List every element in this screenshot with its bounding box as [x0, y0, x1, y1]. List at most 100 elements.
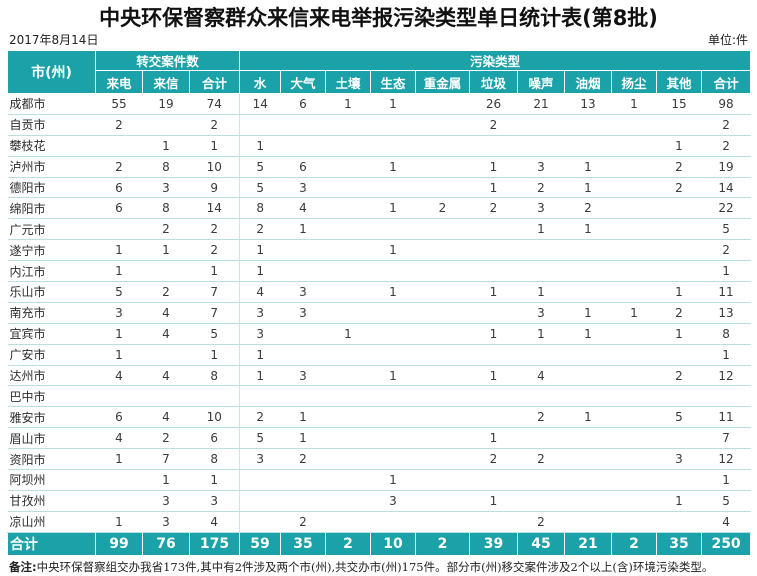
cell-garbage: 26	[469, 93, 518, 115]
cell-other: 2	[656, 302, 702, 324]
cell-other	[656, 344, 702, 366]
cell-letters: 4	[142, 323, 190, 345]
cell-pollution-total: 2	[701, 239, 751, 262]
cell-air	[280, 385, 326, 408]
cell-heavy-metal	[415, 385, 470, 408]
header-other: 其他	[656, 70, 702, 94]
cell-air: 1	[280, 427, 326, 450]
cell-garbage	[469, 511, 518, 533]
cell-calls: 1	[95, 511, 143, 533]
cell-transfer-total: 10	[189, 406, 240, 429]
cell-fumes	[564, 490, 612, 512]
table-row: 广安市 1 1 1 1	[7, 344, 751, 366]
cell-air: 2	[280, 448, 326, 471]
cell-noise	[517, 344, 565, 366]
cell-dust	[611, 323, 657, 345]
header-dust: 扬尘	[611, 70, 657, 94]
total-heavy-metal: 2	[415, 531, 470, 556]
cell-ecology	[370, 135, 416, 157]
cell-heavy-metal	[415, 448, 470, 471]
cell-ecology: 1	[370, 93, 416, 115]
cell-calls: 6	[95, 197, 143, 220]
cell-calls	[95, 490, 143, 512]
cell-heavy-metal	[415, 260, 470, 283]
cell-transfer-total: 1	[189, 135, 240, 157]
cell-letters: 3	[142, 490, 190, 512]
cell-heavy-metal: 2	[415, 197, 470, 220]
cell-transfer-total: 6	[189, 427, 240, 450]
cell-ecology: 3	[370, 490, 416, 512]
cell-pollution-total: 8	[701, 323, 751, 345]
cell-noise: 1	[517, 218, 565, 241]
header-air: 大气	[280, 70, 326, 94]
cell-transfer-total: 74	[189, 93, 240, 115]
header-group-pollution: 污染类型	[238, 50, 752, 71]
cell-fumes	[564, 239, 612, 262]
cell-noise: 3	[517, 302, 565, 324]
cell-pollution-total: 13	[701, 302, 751, 324]
table-row: 攀枝花 1 1 1 1 2	[7, 135, 751, 157]
cell-air	[280, 344, 326, 366]
cell-dust	[611, 239, 657, 262]
cell-calls: 2	[95, 114, 143, 136]
cell-transfer-total: 14	[189, 197, 240, 220]
cell-calls: 4	[95, 427, 143, 450]
total-dust: 2	[611, 531, 657, 556]
cell-letters: 4	[142, 365, 190, 387]
cell-dust	[611, 511, 657, 533]
cell-noise	[517, 385, 565, 408]
cell-fumes	[564, 135, 612, 157]
cell-soil	[325, 135, 371, 157]
header-transfer-total: 合计	[189, 70, 240, 94]
cell-heavy-metal	[415, 135, 470, 157]
cell-noise: 4	[517, 365, 565, 387]
cell-heavy-metal	[415, 239, 470, 262]
cell-pollution-total: 1	[701, 260, 751, 283]
header-garbage: 垃圾	[469, 70, 518, 94]
cell-air: 3	[280, 365, 326, 387]
cell-transfer-total: 10	[189, 156, 240, 178]
cell-letters: 8	[142, 197, 190, 220]
cell-noise: 3	[517, 156, 565, 178]
cell-noise: 1	[517, 281, 565, 303]
table-row: 乐山市 5 2 7 4 3 1 1 1 1 11	[7, 281, 751, 303]
cell-ecology: 1	[370, 365, 416, 387]
table-row: 巴中市	[7, 385, 751, 408]
cell-calls: 1	[95, 448, 143, 471]
table-row: 阿坝州 1 1 1 1	[7, 469, 751, 491]
cell-other: 1	[656, 490, 702, 512]
cell-other	[656, 427, 702, 450]
cell-letters	[142, 260, 190, 283]
city-name: 广元市	[7, 218, 96, 241]
total-label: 合计	[7, 531, 96, 556]
cell-water: 5	[239, 156, 281, 178]
cell-pollution-total: 7	[701, 427, 751, 450]
cell-transfer-total: 8	[189, 448, 240, 471]
cell-ecology	[370, 511, 416, 533]
total-water: 59	[239, 531, 281, 556]
cell-pollution-total: 11	[701, 281, 751, 303]
cell-soil	[325, 490, 371, 512]
cell-other	[656, 239, 702, 262]
cell-letters: 8	[142, 156, 190, 178]
city-name: 绵阳市	[7, 197, 96, 220]
cell-transfer-total: 2	[189, 114, 240, 136]
cell-pollution-total: 14	[701, 177, 751, 199]
cell-dust	[611, 156, 657, 178]
cell-dust	[611, 218, 657, 241]
cell-calls	[95, 385, 143, 408]
cell-water: 3	[239, 448, 281, 471]
cell-letters	[142, 385, 190, 408]
cell-ecology	[370, 323, 416, 345]
cell-fumes	[564, 114, 612, 136]
statistics-table: 市(州) 转交案件数 污染类型 来电 来信 合计水大气 土壤 生态 重金属 垃圾 噪声 油烟 扬尘…	[7, 50, 752, 556]
cell-other	[656, 218, 702, 241]
cell-water	[239, 469, 281, 491]
cell-dust	[611, 385, 657, 408]
cell-heavy-metal	[415, 469, 470, 491]
city-name: 达州市	[7, 365, 96, 387]
cell-other	[656, 469, 702, 491]
table-row: 广元市 2 2 2 1 1 1 5	[7, 218, 751, 241]
header-letters: 来信	[142, 70, 190, 94]
cell-noise	[517, 260, 565, 283]
